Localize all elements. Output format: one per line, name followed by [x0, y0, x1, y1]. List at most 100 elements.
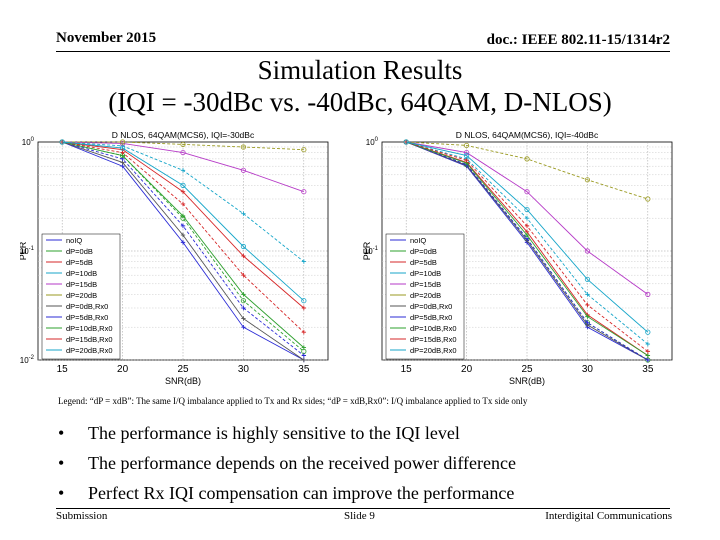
data-point [241, 292, 246, 297]
data-point [585, 314, 590, 319]
legend-entry: dP=20dB,Rx0 [410, 346, 457, 355]
legend-entry: dP=5dB,Rx0 [410, 313, 452, 322]
data-point [180, 201, 186, 207]
series-line [406, 141, 649, 295]
footer-submission: Submission [56, 510, 108, 522]
legend-entry: dP=5dB,Rx0 [66, 313, 108, 322]
data-point [301, 147, 307, 153]
data-point [180, 189, 186, 194]
legend-entry: dP=15dB,Rx0 [410, 335, 457, 344]
footer-rule [56, 508, 670, 509]
x-tick-label: 25 [521, 364, 533, 375]
series-line [406, 141, 648, 200]
legend-entry: dP=20dB [66, 291, 97, 300]
data-point [584, 177, 591, 183]
chart-title: D NLOS, 64QAM(MCS6), IQI=-40dBc [456, 130, 599, 140]
charts-area: 15 20 25 30 35 100 10-1 10-2 D NLOS, 64QAM(MCS6)… [20, 130, 673, 386]
data-point [301, 305, 307, 311]
footer-slide-number: Slide 9 [344, 510, 375, 522]
legend-entry: dP=10dB,Rx0 [66, 324, 113, 333]
data-point [301, 259, 307, 264]
data-point [524, 215, 530, 221]
footer-company: Interdigital Communications [545, 510, 672, 522]
data-point [524, 232, 530, 238]
data-point [585, 292, 590, 297]
data-point [180, 149, 186, 156]
legend-entry: dP=15dB [410, 280, 441, 289]
bullet-item: • The performance depends on the received… [58, 448, 516, 478]
data-point [585, 320, 590, 325]
bullet-text: The performance depends on the received … [88, 453, 516, 473]
legend-entry: dP=10dB,Rx0 [410, 324, 457, 333]
x-tick-label: 25 [177, 364, 189, 375]
x-tick-label: 20 [461, 364, 473, 375]
data-point [645, 341, 651, 347]
legend-entry: dP=0dB [410, 247, 437, 256]
y-axis-label: PER [362, 241, 372, 260]
data-point [524, 189, 530, 195]
data-point [645, 196, 651, 202]
x-tick-label: 15 [57, 364, 69, 375]
y-tick-label: 10-1 [20, 246, 35, 256]
series-line [406, 141, 649, 333]
bullet-icon: • [58, 453, 65, 473]
header-date: November 2015 [56, 30, 157, 46]
legend-box [385, 233, 465, 360]
y-axis-label: PER [20, 241, 28, 260]
data-point [524, 206, 530, 213]
x-tick-label: 35 [298, 364, 310, 375]
chart-2: 15 20 25 30 35 100 10-1 D NLOS, 64QAM(MCS6), IQ… [362, 130, 673, 386]
legend-entry: dP=0dB,Rx0 [66, 302, 108, 311]
legend-entry: dP=15dB,Rx0 [66, 335, 113, 344]
y-tick-label: 10-1 [364, 246, 379, 256]
data-point [584, 248, 591, 254]
x-tick-label: 35 [642, 364, 654, 375]
legend: noIQ dP=0dB dP=5dB dP=10dB dP=15dB dP=20dB dP=… [385, 233, 465, 360]
data-point [241, 211, 246, 216]
bullet-icon: • [58, 483, 65, 503]
data-point [241, 272, 246, 278]
bullet-item: • Perfect Rx IQI compensation can improve… [58, 478, 516, 508]
data-point [119, 139, 126, 145]
bullet-item: • The performance is highly sensitive to … [58, 418, 516, 448]
legend-entry: dP=0dB [66, 247, 93, 256]
legend-entry: dP=5dB [410, 258, 437, 267]
data-point [120, 163, 125, 169]
data-point [524, 156, 530, 162]
header-doc-id: doc.: IEEE 802.11-15/1314r2 [486, 32, 670, 48]
data-point [463, 149, 470, 156]
slide-title: Simulation Results [257, 55, 463, 85]
data-point [524, 223, 530, 229]
legend-entry: dP=15dB [66, 280, 97, 289]
legend-entry: dP=10dB [410, 269, 441, 278]
data-point [301, 357, 307, 363]
x-axis-label: SNR(dB) [165, 376, 201, 386]
data-point [180, 232, 186, 238]
data-point [120, 150, 125, 155]
data-point [645, 349, 651, 354]
data-point [301, 298, 307, 304]
data-point [403, 139, 409, 145]
data-point [241, 305, 246, 311]
y-tick-label: 10-2 [20, 355, 35, 365]
data-point [240, 167, 247, 173]
legend-entry: dP=20dB [410, 291, 441, 300]
bullet-icon: • [58, 423, 65, 443]
legend-entry: noIQ [66, 236, 82, 245]
y-tick-label: 100 [22, 137, 35, 147]
data-point [180, 182, 186, 188]
legend-box [41, 233, 121, 360]
chart-title: D NLOS, 64QAM(MCS6), IQI=-30dBc [112, 130, 255, 140]
legend-entry: dP=5dB [66, 258, 93, 267]
x-tick-label: 15 [401, 364, 413, 375]
x-axis-label: SNR(dB) [509, 376, 545, 386]
bullet-text: Perfect Rx IQI compensation can improve … [88, 483, 515, 503]
data-point [464, 158, 469, 163]
legend-entry: dP=20dB,Rx0 [66, 346, 113, 355]
data-point [241, 253, 246, 259]
chart-1: 15 20 25 30 35 100 10-1 10-2 D NLOS, 64QAM(MCS6)… [20, 130, 329, 386]
header-rule [56, 51, 670, 52]
data-point [241, 316, 246, 321]
x-tick-label: 30 [582, 364, 594, 375]
data-point [463, 142, 470, 149]
